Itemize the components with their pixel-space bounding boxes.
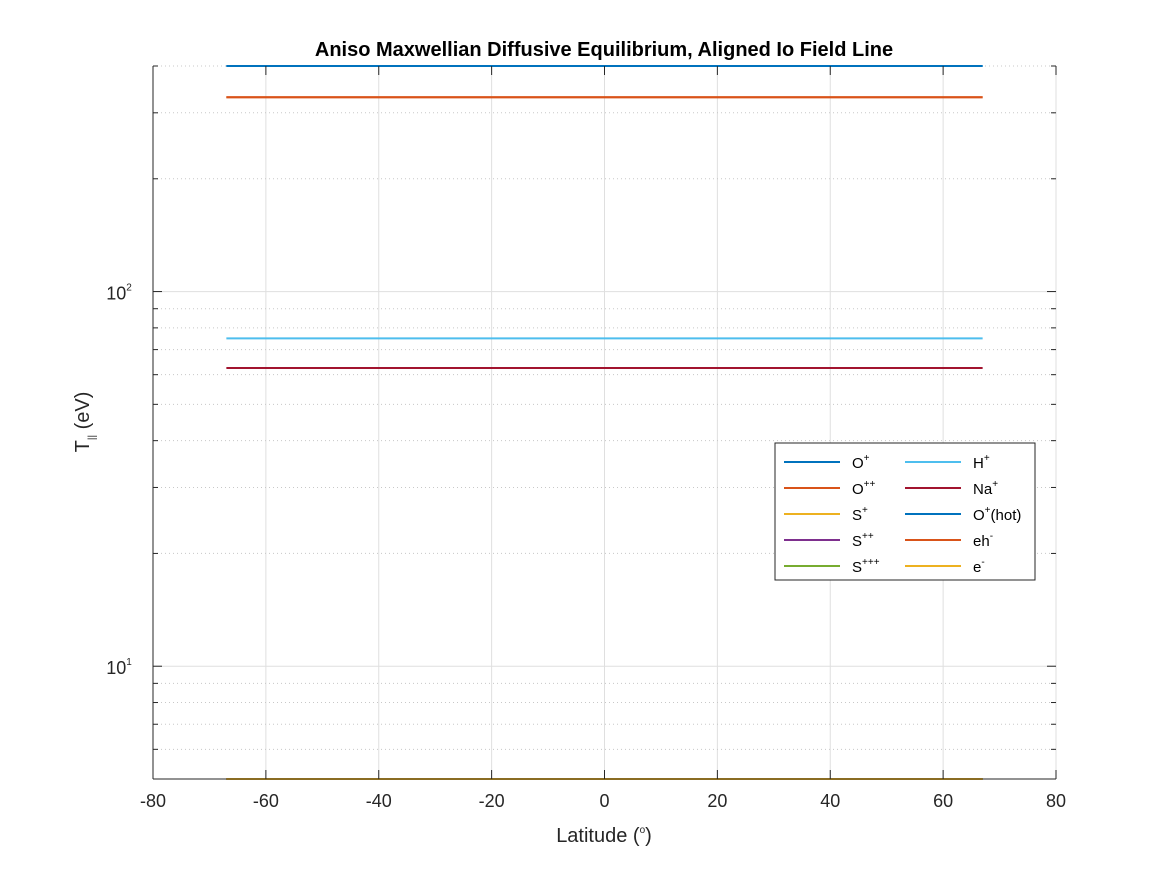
legend-entry-e-: e-: [973, 557, 985, 576]
legend-entry-S+: S+: [852, 505, 868, 524]
chart-title: Aniso Maxwellian Diffusive Equilibrium, …: [315, 39, 893, 61]
x-tick-label: -60: [253, 791, 279, 811]
y-tick-label: 101: [106, 657, 132, 678]
legend-entry-S++: S++: [852, 531, 874, 550]
x-tick-label: 20: [707, 791, 727, 811]
y-axis-label: T|| (eV): [72, 392, 98, 453]
legend-entry-O+(hot): O+(hot): [973, 505, 1021, 524]
x-axis-label: Latitude (o): [556, 825, 652, 847]
x-tick-label: -20: [479, 791, 505, 811]
tick-labels: -80 -60 -40 -20 0 20 40 60 80 101 102: [106, 283, 1066, 811]
legend-entry-O+: O+: [852, 453, 870, 472]
y-tick-label: 102: [106, 283, 132, 304]
x-tick-label: -80: [140, 791, 166, 811]
legend-box: [774, 442, 1036, 581]
legend-entry-O++: O++: [852, 479, 876, 498]
legend-entry-S+++: S+++: [852, 557, 880, 576]
x-tick-label: 80: [1046, 791, 1066, 811]
legend-entry-Na+: Na+: [973, 479, 998, 498]
axes: [152, 65, 1057, 780]
legend-entry-eh-: eh-: [973, 531, 993, 550]
x-tick-label: -40: [366, 791, 392, 811]
legend: O+ O++ S+ S++ S+++ H+ Na+ O+(hot) eh-e-: [774, 442, 1036, 581]
x-tick-label: 40: [820, 791, 840, 811]
grid: [152, 65, 1057, 780]
legend-entry-H+: H+: [973, 453, 990, 472]
x-tick-label: 0: [599, 791, 609, 811]
x-tick-label: 60: [933, 791, 953, 811]
